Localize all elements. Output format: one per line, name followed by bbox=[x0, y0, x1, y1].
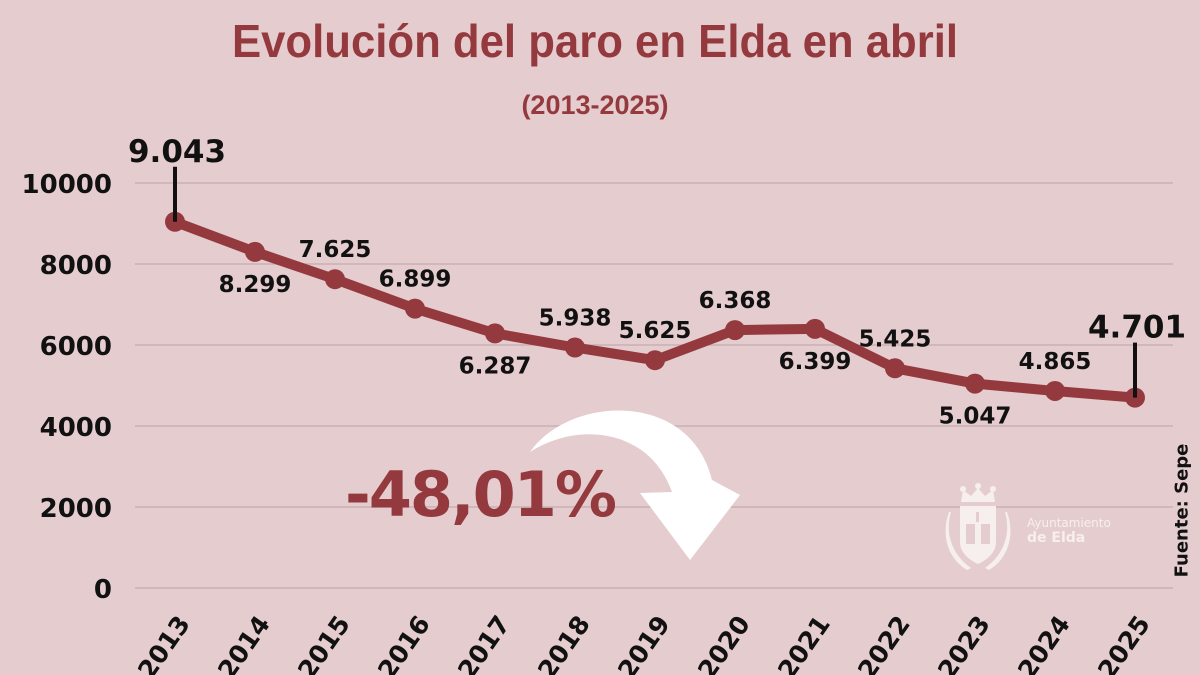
x-tick-label: 2019 bbox=[612, 610, 676, 675]
x-tick-label: 2016 bbox=[372, 610, 436, 675]
coat-of-arms-icon bbox=[945, 483, 1011, 570]
data-point bbox=[325, 269, 345, 290]
data-point bbox=[645, 350, 665, 371]
data-label: 6.368 bbox=[699, 288, 772, 314]
chart-subtitle: (2013-2025) bbox=[521, 90, 669, 120]
data-label: 5.625 bbox=[619, 318, 692, 344]
annotation-layer: -48,01% bbox=[345, 410, 740, 560]
data-label: 5.938 bbox=[539, 306, 612, 332]
x-tick-label: 2013 bbox=[132, 610, 196, 675]
data-label: 4.865 bbox=[1019, 349, 1092, 375]
data-point bbox=[965, 373, 985, 394]
y-tick-label: 8000 bbox=[40, 251, 112, 281]
x-tick-label: 2014 bbox=[212, 610, 276, 675]
data-point bbox=[245, 241, 265, 262]
data-point bbox=[1045, 380, 1065, 401]
curved-down-arrow-icon bbox=[530, 410, 740, 560]
data-point bbox=[805, 318, 825, 339]
x-tick-label: 2018 bbox=[532, 610, 596, 675]
data-label: 8.299 bbox=[219, 272, 292, 298]
y-tick-label: 0 bbox=[94, 575, 112, 605]
x-tick-label: 2025 bbox=[1092, 610, 1156, 675]
data-label: 5.047 bbox=[939, 404, 1012, 430]
data-label-highlight: 4.701 bbox=[1088, 310, 1186, 346]
x-axis-ticks: 2013 2014 2015 2016 2017 2018 2019 2020 2021 2022… bbox=[132, 610, 1156, 675]
data-labels: 9.043 8.299 7.625 6.899 6.287 5.938 5.625 6.368… bbox=[128, 134, 1186, 430]
data-label: 5.425 bbox=[859, 326, 932, 352]
y-tick-label: 4000 bbox=[40, 413, 112, 443]
x-tick-label: 2020 bbox=[692, 610, 756, 675]
x-tick-label: 2023 bbox=[932, 610, 996, 675]
data-point bbox=[725, 320, 745, 341]
y-tick-label: 10000 bbox=[22, 170, 112, 200]
y-tick-label: 6000 bbox=[40, 332, 112, 362]
x-tick-label: 2015 bbox=[292, 610, 356, 675]
x-tick-label: 2022 bbox=[852, 610, 916, 675]
data-point bbox=[485, 323, 505, 344]
x-tick-label: 2017 bbox=[452, 610, 516, 675]
y-axis-ticks: 0 2000 4000 6000 8000 10000 bbox=[22, 170, 112, 605]
ayuntamiento-logo: Ayuntamiento de Elda bbox=[943, 482, 1143, 577]
data-label: 7.625 bbox=[299, 237, 372, 263]
x-tick-label: 2024 bbox=[1012, 610, 1076, 675]
data-label: 6.899 bbox=[379, 267, 452, 293]
data-point bbox=[405, 298, 425, 319]
data-label: 6.287 bbox=[459, 353, 532, 379]
source-label: Fuente: Sepe bbox=[1171, 443, 1193, 578]
data-point bbox=[885, 358, 905, 379]
series-line bbox=[165, 211, 1145, 408]
logo-line1: Ayuntamiento bbox=[1027, 516, 1111, 530]
change-percentage-label: -48,01% bbox=[345, 458, 616, 531]
logo-line2: de Elda bbox=[1027, 530, 1086, 546]
data-label-highlight: 9.043 bbox=[128, 134, 226, 170]
x-tick-label: 2021 bbox=[772, 610, 836, 675]
y-tick-label: 2000 bbox=[40, 494, 112, 524]
data-point bbox=[565, 337, 585, 358]
data-label: 6.399 bbox=[779, 349, 852, 375]
chart-title: Evolución del paro en Elda en abril bbox=[231, 15, 959, 67]
